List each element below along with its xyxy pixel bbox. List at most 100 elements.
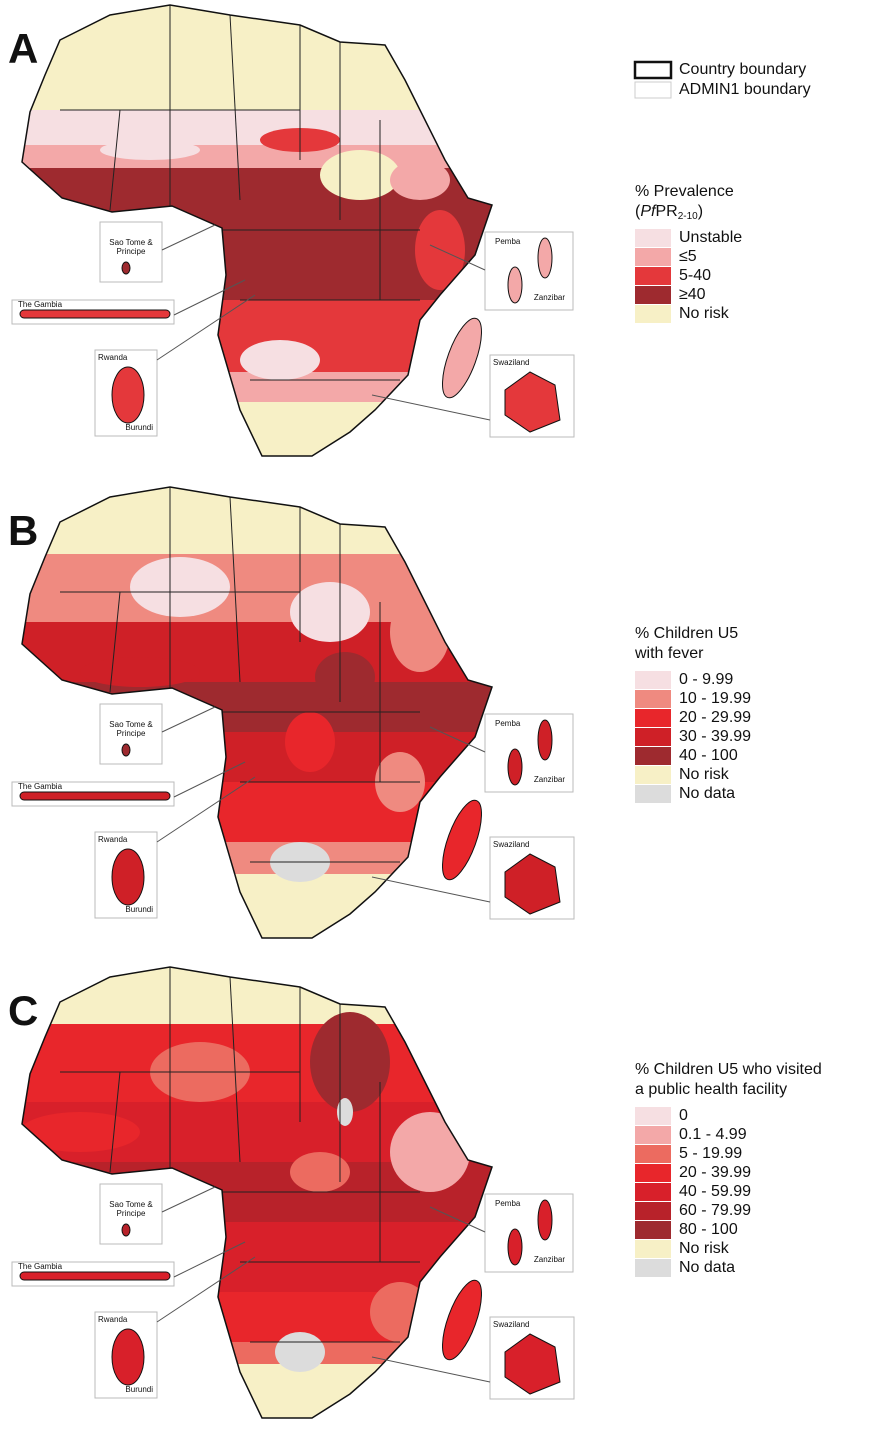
gambia-shape: [20, 310, 170, 318]
region: [20, 1112, 140, 1152]
legend-label: 10 - 19.99: [679, 690, 751, 707]
region: [0, 1024, 500, 1102]
region: [0, 1342, 500, 1364]
inset-label: Zanzibar: [534, 775, 565, 784]
inset-label: Principe: [117, 247, 146, 256]
legend-swatch: [635, 248, 671, 266]
inset-label: Burundi: [125, 905, 153, 914]
leader-line: [162, 225, 215, 250]
region: [310, 1012, 390, 1112]
inset-label: Burundi: [125, 423, 153, 432]
legend-label: 0 - 9.99: [679, 671, 733, 688]
pemba-shape: [538, 720, 552, 760]
rwanda-shape: [112, 849, 144, 905]
inset-label: The Gambia: [18, 782, 63, 791]
madagascar: [434, 1276, 489, 1365]
region: [0, 842, 500, 874]
legend-swatch: [635, 1259, 671, 1277]
figure: ASao Tome &PrincipeThe GambiaRwandaBurun…: [0, 0, 894, 1450]
region: [390, 160, 450, 200]
legend-label: Country boundary: [679, 61, 806, 78]
legend-swatch: [635, 286, 671, 304]
page: ASao Tome &PrincipeThe GambiaRwandaBurun…: [0, 0, 894, 1455]
inset-label: Rwanda: [98, 835, 128, 844]
region: [0, 1292, 500, 1342]
legend-title: % Prevalence: [635, 183, 734, 200]
rwanda-shape: [112, 367, 144, 423]
legend-swatch: [635, 305, 671, 323]
region: [240, 340, 320, 380]
boundary-swatch: [635, 82, 671, 98]
zanzibar-shape: [508, 1229, 522, 1265]
legend-title: a public health facility: [635, 1081, 787, 1098]
rwanda-shape: [112, 1329, 144, 1385]
legend-swatch: [635, 1240, 671, 1258]
region: [0, 482, 500, 554]
region: [0, 1364, 500, 1432]
region: [130, 557, 230, 617]
africa-map: [0, 0, 500, 470]
inset-label: Pemba: [495, 719, 521, 728]
legend-swatch: [635, 229, 671, 247]
inset-label: Principe: [117, 729, 146, 738]
leader-line: [162, 707, 215, 732]
region: [275, 1332, 325, 1372]
madagascar: [434, 796, 489, 885]
legend-label: 0: [679, 1107, 688, 1124]
legend-label: No risk: [679, 1240, 730, 1257]
region: [0, 732, 500, 782]
inset-label: Sao Tome &: [109, 1200, 153, 1209]
legend-swatch: [635, 1183, 671, 1201]
legend-title: % Children U5: [635, 625, 738, 642]
region: [0, 402, 500, 470]
sao-tome-shape: [122, 262, 130, 274]
leader-line: [372, 395, 490, 420]
africa-map: [0, 482, 500, 952]
legend-label: 5-40: [679, 267, 711, 284]
legend-label: 20 - 29.99: [679, 709, 751, 726]
legend-title: with fever: [634, 645, 704, 662]
inset-label: Swaziland: [493, 358, 529, 367]
legend-swatch: [635, 766, 671, 784]
legend-label: 0.1 - 4.99: [679, 1126, 747, 1143]
region: [320, 150, 400, 200]
legend-swatch: [635, 785, 671, 803]
region: [290, 1152, 350, 1192]
legend-swatch: [635, 671, 671, 689]
legend-label: ≤5: [679, 248, 697, 265]
region: [315, 652, 375, 702]
inset-label: Sao Tome &: [109, 720, 153, 729]
legend-label: ≥40: [679, 286, 706, 303]
inset-label: Zanzibar: [534, 293, 565, 302]
region: [0, 0, 500, 110]
legend-label: No data: [679, 785, 735, 802]
region: [285, 712, 335, 772]
inset-label: Zanzibar: [534, 1255, 565, 1264]
legend-title-part: ): [698, 203, 703, 220]
region: [80, 657, 200, 687]
legend-label: Unstable: [679, 229, 742, 246]
zanzibar-shape: [508, 267, 522, 303]
sao-tome-shape: [122, 1224, 130, 1236]
legend-label: 30 - 39.99: [679, 728, 751, 745]
legend-swatch: [635, 690, 671, 708]
inset-label: Pemba: [495, 1199, 521, 1208]
inset-label: Burundi: [125, 1385, 153, 1394]
inset-label: Rwanda: [98, 1315, 128, 1324]
inset-label: The Gambia: [18, 300, 63, 309]
region: [390, 1112, 470, 1192]
sao-tome-shape: [122, 744, 130, 756]
region: [0, 372, 500, 402]
leader-line: [372, 877, 490, 902]
region: [0, 962, 500, 1024]
legend-label: No data: [679, 1259, 735, 1276]
legend-label: 80 - 100: [679, 1221, 738, 1238]
legend-swatch: [635, 1164, 671, 1182]
leader-line: [162, 1187, 215, 1212]
legend-swatch: [635, 747, 671, 765]
pemba-shape: [538, 1200, 552, 1240]
legend-swatch: [635, 1126, 671, 1144]
legend-label: 40 - 59.99: [679, 1183, 751, 1200]
